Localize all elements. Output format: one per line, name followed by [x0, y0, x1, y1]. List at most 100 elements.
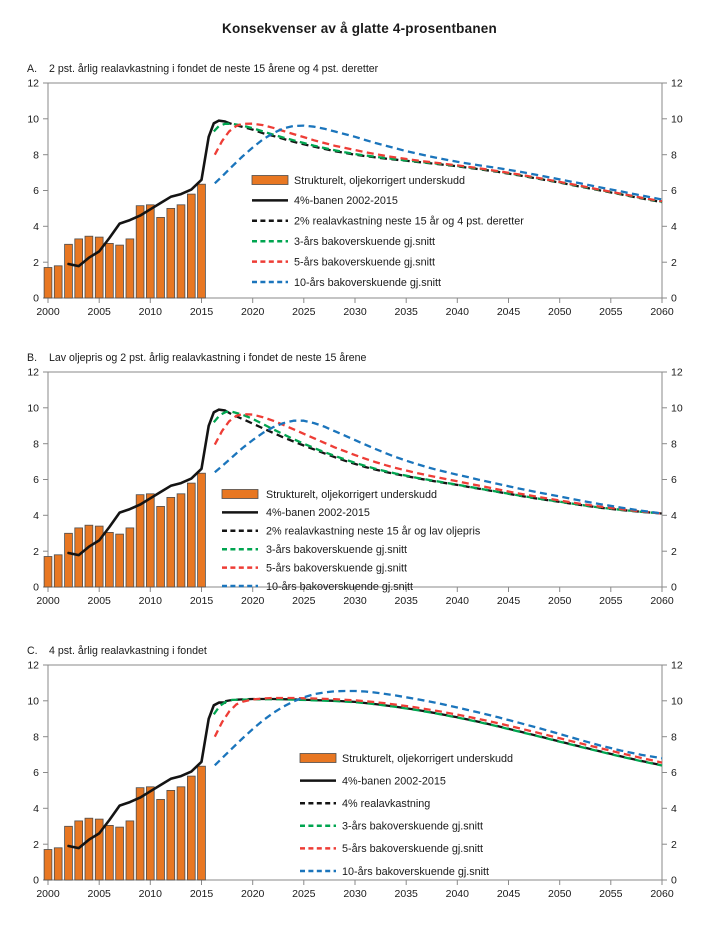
x-tick-label: 2030	[343, 595, 367, 607]
legend-label: 10-års bakoverskuende gj.snitt	[266, 581, 413, 593]
bar	[135, 787, 145, 881]
y-tick-label-right: 0	[671, 293, 677, 305]
legend-swatch-bar	[251, 175, 289, 185]
x-tick-label: 2010	[139, 306, 163, 318]
y-tick-label-left: 4	[33, 803, 39, 815]
bar	[197, 765, 206, 881]
y-tick-label-right: 2	[671, 839, 677, 851]
x-tick-label: 2005	[88, 595, 112, 607]
y-tick-label-left: 8	[33, 731, 39, 743]
y-tick-label-right: 12	[671, 367, 683, 379]
x-tick-label: 2025	[292, 595, 316, 607]
bar	[176, 493, 186, 588]
y-tick-label-right: 10	[671, 402, 683, 414]
series-3	[213, 412, 663, 515]
bar	[145, 786, 155, 881]
series-4	[213, 689, 663, 767]
y-tick-label-right: 2	[671, 546, 677, 558]
panel-c-title: 4 pst. årlig realavkastning i fondet	[49, 645, 207, 657]
legend-label: 4%-banen 2002-2015	[342, 775, 446, 787]
y-tick-label-right: 0	[671, 582, 677, 594]
y-tick-label-left: 12	[27, 660, 39, 672]
x-tick-label: 2035	[395, 306, 419, 318]
x-tick-label: 2030	[343, 888, 367, 900]
bar	[156, 216, 165, 299]
y-tick-label-left: 2	[33, 546, 39, 558]
bar	[166, 496, 176, 588]
series-2	[212, 698, 663, 767]
bar	[166, 789, 176, 881]
x-axis: 2000 2005 2010 2015 2020 2025 2030 2035 2040 2045…	[36, 587, 674, 607]
legend-label: 5-års bakoverskuende gj.snitt	[342, 843, 483, 855]
legend-label: 10-års bakoverskuende gj.snitt	[294, 277, 441, 289]
y-tick-label-right: 6	[671, 767, 677, 779]
bar	[53, 847, 63, 881]
y-tick-label-right: 12	[671, 660, 683, 672]
legend: Strukturelt, oljekorrigert underskudd 4%-…	[221, 489, 481, 593]
legend-swatch-bar	[221, 489, 259, 499]
bar	[74, 238, 84, 299]
panel-a-header: A. 2 pst. årlig realavkastning i fondet …	[27, 63, 719, 75]
x-axis: 2000 2005 2010 2015 2020 2025 2030 2035 2040 2045…	[36, 880, 674, 900]
panel-b-header: B. Lav oljepris og 2 pst. årlig realavka…	[27, 352, 719, 364]
x-tick-label: 2060	[650, 888, 674, 900]
x-tick-label: 2030	[343, 306, 367, 318]
legend-label: 5-års bakoverskuende gj.snitt	[266, 562, 407, 574]
bar	[64, 532, 73, 588]
legend-label: 2% realavkastning neste 15 år og 4 pst. …	[294, 216, 524, 228]
bar	[186, 193, 196, 299]
bar	[84, 817, 94, 881]
x-tick-label: 2010	[139, 595, 163, 607]
x-tick-label: 2015	[190, 306, 214, 318]
legend-label: Strukturelt, oljekorrigert underskudd	[342, 753, 513, 765]
y-tick-label-left: 12	[27, 367, 39, 379]
x-tick-label: 2025	[292, 306, 316, 318]
bar	[186, 775, 196, 881]
x-tick-label: 2040	[446, 306, 470, 318]
x-tick-label: 2040	[446, 888, 470, 900]
bar	[197, 183, 206, 299]
x-tick-label: 2015	[190, 888, 214, 900]
bar	[125, 820, 135, 881]
x-tick-label: 2020	[241, 888, 265, 900]
x-tick-label: 2055	[599, 595, 623, 607]
deficit-bars	[43, 765, 206, 881]
y-tick-label-right: 0	[671, 875, 677, 887]
panel-a: A. 2 pst. årlig realavkastning i fondet …	[0, 63, 719, 321]
y-axis: 0 0 2 2 4 4 6 6 8 8 10 10 12 12	[27, 660, 683, 887]
legend: Strukturelt, oljekorrigert underskudd 4%-…	[251, 175, 524, 289]
x-tick-label: 2045	[497, 595, 521, 607]
y-tick-label-left: 10	[27, 402, 39, 414]
bar	[156, 505, 165, 588]
y-tick-label-left: 0	[33, 582, 39, 594]
bar	[156, 798, 165, 881]
figure-title: Konsekvenser av å glatte 4-prosentbanen	[222, 21, 497, 36]
y-tick-label-left: 4	[33, 510, 39, 522]
bar	[43, 849, 53, 881]
y-tick-label-right: 4	[671, 510, 677, 522]
x-tick-label: 2035	[395, 595, 419, 607]
panel-a-letter: A.	[27, 63, 38, 75]
legend-label: 3-års bakoverskuende gj.snitt	[342, 821, 483, 833]
panel-b: B. Lav oljepris og 2 pst. årlig realavka…	[0, 352, 719, 610]
bar	[64, 243, 73, 299]
bar	[84, 524, 94, 588]
y-tick-label-right: 8	[671, 438, 677, 450]
bar	[197, 472, 206, 588]
series-3	[213, 696, 663, 764]
x-tick-label: 2010	[139, 888, 163, 900]
bar	[176, 786, 186, 881]
bar	[145, 204, 155, 299]
y-axis: 0 0 2 2 4 4 6 6 8 8 10 10 12 12	[27, 367, 683, 594]
y-tick-label-left: 2	[33, 839, 39, 851]
bar	[53, 554, 63, 588]
x-tick-label: 2000	[36, 306, 60, 318]
y-tick-label-right: 4	[671, 803, 677, 815]
x-tick-label: 2055	[599, 888, 623, 900]
y-axis: 0 0 2 2 4 4 6 6 8 8 10 10 12 12	[27, 78, 683, 305]
series-0	[67, 119, 227, 268]
y-tick-label-left: 8	[33, 438, 39, 450]
legend-label: 5-års bakoverskuende gj.snitt	[294, 256, 435, 268]
